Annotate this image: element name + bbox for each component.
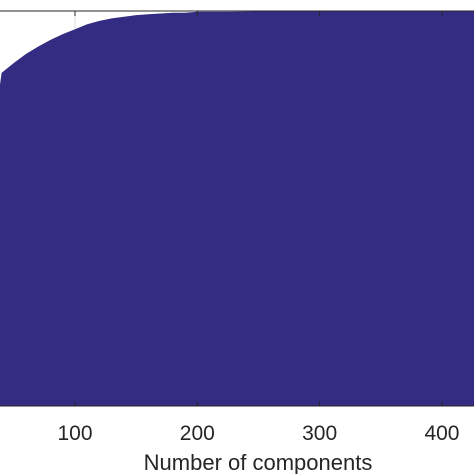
x-axis-label: Number of components (144, 450, 373, 474)
axes (0, 10, 474, 407)
x-tick-label-300: 300 (302, 422, 337, 445)
x-tick-label-100: 100 (57, 422, 92, 445)
plot-area (0, 11, 474, 406)
x-tick-labels: 100 200 300 400 (57, 422, 459, 445)
area-series-0 (0, 11, 474, 406)
x-tick-label-400: 400 (424, 422, 459, 445)
x-tick-label-200: 200 (180, 422, 215, 445)
